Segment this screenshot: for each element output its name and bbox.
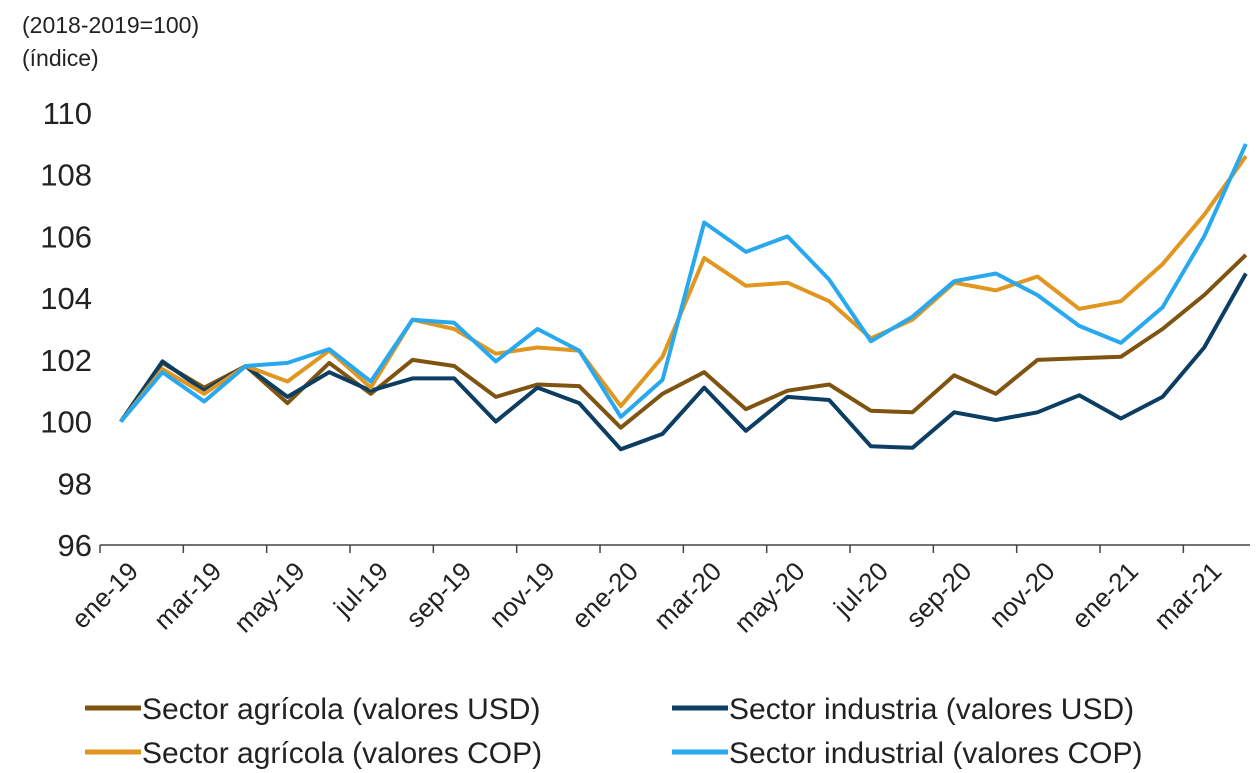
x-tick-label: mar-20 <box>648 556 727 635</box>
y-tick-label: 108 <box>40 158 92 193</box>
y-tick-label: 102 <box>40 343 92 378</box>
x-tick-label: may-20 <box>728 556 811 639</box>
series-line <box>119 253 1248 430</box>
legend-label: Sector agrícola (valores COP) <box>142 737 542 770</box>
legend-label: Sector industria (valores USD) <box>729 693 1134 726</box>
x-tick-label: nov-20 <box>983 556 1060 633</box>
y-tick-label: 96 <box>58 528 92 563</box>
x-tick-label: may-19 <box>228 556 311 639</box>
legend-label: Sector industrial (valores COP) <box>729 737 1142 770</box>
x-tick-label: jul-20 <box>827 556 894 623</box>
y-tick-label: 100 <box>40 405 92 440</box>
y-tick-label: 110 <box>43 96 92 131</box>
x-tick-label: ene-19 <box>65 556 143 634</box>
x-tick-label: mar-19 <box>148 556 227 635</box>
subtitle: (2018-2019=100) <box>22 12 199 38</box>
x-tick-label: jul-19 <box>327 556 394 623</box>
subtitle: (índice) <box>22 45 99 71</box>
y-tick-label: 104 <box>40 281 92 316</box>
legend-label: Sector agrícola (valores USD) <box>142 693 540 726</box>
series-line <box>119 143 1248 423</box>
x-tick-label: mar-21 <box>1148 556 1227 635</box>
x-tick-label: sep-19 <box>400 556 477 633</box>
x-tick-label: nov-19 <box>483 556 560 633</box>
y-tick-label: 98 <box>58 466 92 501</box>
x-tick-label: sep-20 <box>900 556 977 633</box>
x-tick-label: ene-20 <box>565 556 643 634</box>
series-line <box>119 272 1248 452</box>
x-tick-label: ene-21 <box>1066 556 1144 634</box>
y-tick-label: 106 <box>40 219 92 254</box>
